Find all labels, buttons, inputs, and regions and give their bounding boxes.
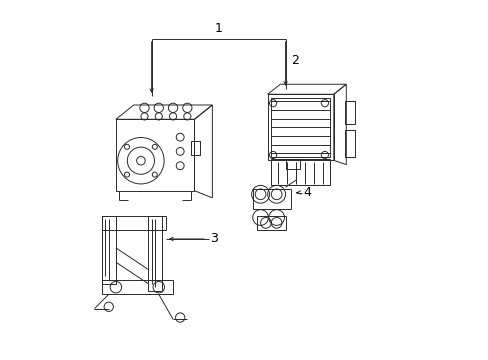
Text: 1: 1: [214, 22, 222, 35]
Bar: [344, 130, 354, 157]
Bar: [271, 158, 329, 185]
Text: 3: 3: [210, 233, 218, 246]
Bar: [116, 119, 194, 191]
Bar: [257, 216, 285, 230]
Text: 4: 4: [303, 186, 311, 199]
Bar: [102, 216, 165, 230]
Bar: [267, 94, 333, 160]
Bar: [253, 189, 290, 208]
Bar: [344, 100, 354, 124]
Text: 2: 2: [290, 54, 298, 67]
Bar: [285, 158, 299, 169]
Bar: [190, 141, 200, 155]
Bar: [271, 98, 329, 157]
Bar: [102, 280, 173, 294]
